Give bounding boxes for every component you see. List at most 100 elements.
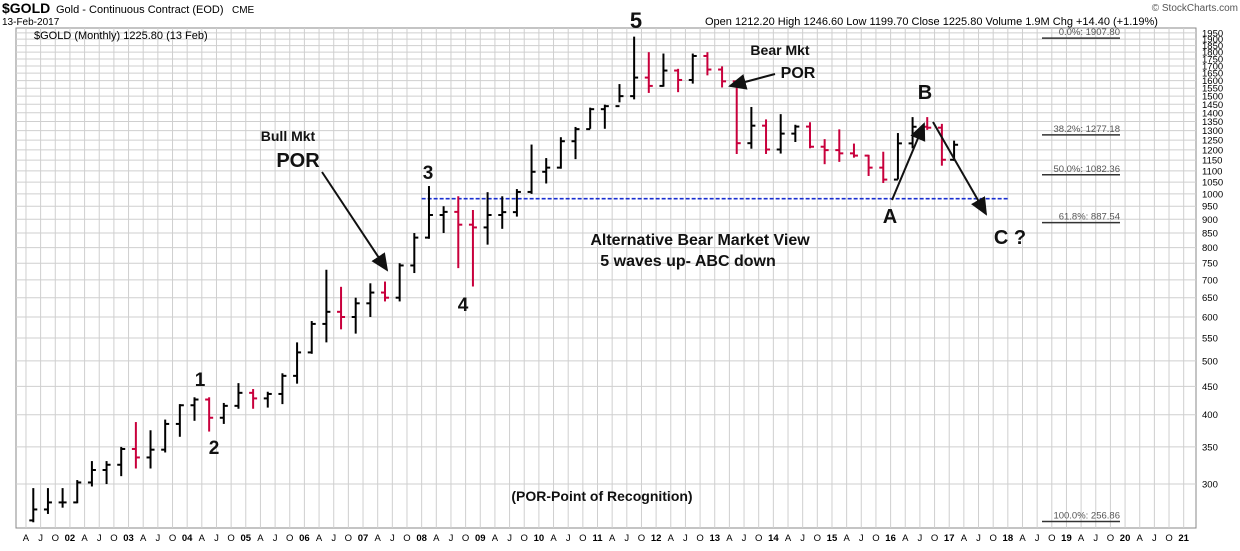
x-tick-label: A — [433, 533, 440, 544]
annotation: 5 waves up- ABC down — [600, 253, 775, 270]
y-tick-label: 850 — [1202, 229, 1218, 240]
x-tick-label: 20 — [1120, 533, 1131, 544]
x-tick-label: A — [375, 533, 382, 544]
x-tick-label: O — [638, 533, 645, 544]
x-tick-label: J — [331, 533, 336, 544]
y-tick-label: 300 — [1202, 480, 1218, 491]
x-tick-label: J — [273, 533, 278, 544]
x-tick-label: A — [81, 533, 88, 544]
quote: Open 1212.20 High 1246.60 Low 1199.70 Cl… — [705, 16, 1158, 28]
annotation: 4 — [458, 295, 469, 316]
y-tick-label: 550 — [1202, 333, 1218, 344]
fib-label: 61.8%: 887.54 — [1059, 212, 1120, 223]
y-tick-label: 1700 — [1202, 61, 1223, 72]
x-tick-label: 14 — [768, 533, 779, 544]
x-tick-label: 19 — [1061, 533, 1072, 544]
x-tick-label: J — [214, 533, 219, 544]
x-tick-label: A — [1019, 533, 1026, 544]
x-tick-label: O — [521, 533, 528, 544]
x-tick-label: O — [931, 533, 938, 544]
x-tick-label: 02 — [65, 533, 76, 544]
x-tick-label: A — [843, 533, 850, 544]
x-tick-label: A — [140, 533, 147, 544]
x-tick-label: J — [859, 533, 864, 544]
annotation: POR — [276, 150, 320, 172]
x-tick-label: A — [1137, 533, 1144, 544]
legend: $GOLD (Monthly) 1225.80 (13 Feb) — [34, 30, 208, 42]
x-tick-label: A — [257, 533, 264, 544]
x-tick-label: J — [683, 533, 688, 544]
arrow — [932, 121, 987, 216]
x-tick-label: 07 — [358, 533, 369, 544]
x-tick-label: J — [1093, 533, 1098, 544]
y-tick-label: 1550 — [1202, 84, 1223, 95]
x-tick-label: 12 — [651, 533, 662, 544]
x-tick-label: 04 — [182, 533, 193, 544]
y-tick-label: 1000 — [1202, 189, 1223, 200]
y-tick-label: 1050 — [1202, 178, 1223, 189]
x-tick-label: A — [785, 533, 792, 544]
x-tick-label: J — [449, 533, 454, 544]
x-tick-label: A — [961, 533, 968, 544]
y-tick-label: 1150 — [1202, 156, 1222, 167]
y-tick-label: 400 — [1202, 410, 1218, 421]
y-tick-label: 900 — [1202, 215, 1218, 226]
x-tick-label: 05 — [240, 533, 251, 544]
x-tick-label: 03 — [123, 533, 134, 544]
x-tick-label: 11 — [592, 533, 603, 544]
annotation: A — [883, 206, 897, 228]
fib-label: 100.0%: 256.86 — [1053, 510, 1120, 521]
x-tick-label: A — [492, 533, 499, 544]
arrow — [891, 122, 926, 201]
exchange: CME — [232, 5, 255, 16]
x-tick-label: 16 — [885, 533, 896, 544]
y-tick-label: 600 — [1202, 312, 1218, 323]
x-tick-label: O — [227, 533, 234, 544]
x-tick-label: 08 — [416, 533, 427, 544]
fib-label: 50.0%: 1082.36 — [1053, 164, 1120, 175]
y-tick-label: 750 — [1202, 259, 1218, 270]
annotation: B — [918, 82, 932, 104]
x-tick-label: A — [23, 533, 30, 544]
x-tick-label: O — [579, 533, 586, 544]
x-tick-label: A — [902, 533, 909, 544]
annotation: 2 — [209, 438, 220, 459]
x-tick-label: O — [814, 533, 821, 544]
chart-title: Gold - Continuous Contract (EOD) — [56, 4, 224, 16]
y-tick-label: 1850 — [1202, 41, 1223, 52]
y-tick-label: 500 — [1202, 356, 1218, 367]
y-tick-label: 1100 — [1202, 166, 1222, 177]
x-tick-label: O — [1107, 533, 1114, 544]
annotation: 5 — [630, 8, 642, 33]
y-tick-label: 450 — [1202, 382, 1218, 393]
y-tick-label: 1300 — [1202, 126, 1223, 137]
y-tick-label: 700 — [1202, 275, 1218, 286]
x-tick-label: O — [696, 533, 703, 544]
x-tick-label: O — [52, 533, 59, 544]
y-tick-label: 1600 — [1202, 76, 1223, 87]
x-tick-label: J — [566, 533, 571, 544]
x-tick-label: 06 — [299, 533, 310, 544]
x-tick-label: O — [755, 533, 762, 544]
annotation: POR — [781, 65, 816, 82]
y-tick-label: 650 — [1202, 293, 1218, 304]
x-tick-label: A — [550, 533, 557, 544]
x-tick-label: J — [97, 533, 102, 544]
x-tick-label: O — [1165, 533, 1172, 544]
y-tick-label: 1400 — [1202, 108, 1223, 119]
x-tick-label: O — [462, 533, 469, 544]
x-tick-label: 21 — [1178, 533, 1189, 544]
annotation: Bear Mkt — [750, 42, 809, 58]
x-tick-label: J — [742, 533, 747, 544]
y-tick-label: 350 — [1202, 442, 1218, 453]
y-tick-label: 1250 — [1202, 136, 1223, 147]
x-tick-label: J — [1035, 533, 1040, 544]
y-tick-label: 1500 — [1202, 92, 1223, 103]
y-tick-label: 1450 — [1202, 100, 1223, 111]
x-tick-label: 13 — [709, 533, 720, 544]
x-tick-label: J — [38, 533, 43, 544]
x-tick-label: O — [345, 533, 352, 544]
x-tick-label: J — [390, 533, 395, 544]
x-tick-label: J — [507, 533, 512, 544]
